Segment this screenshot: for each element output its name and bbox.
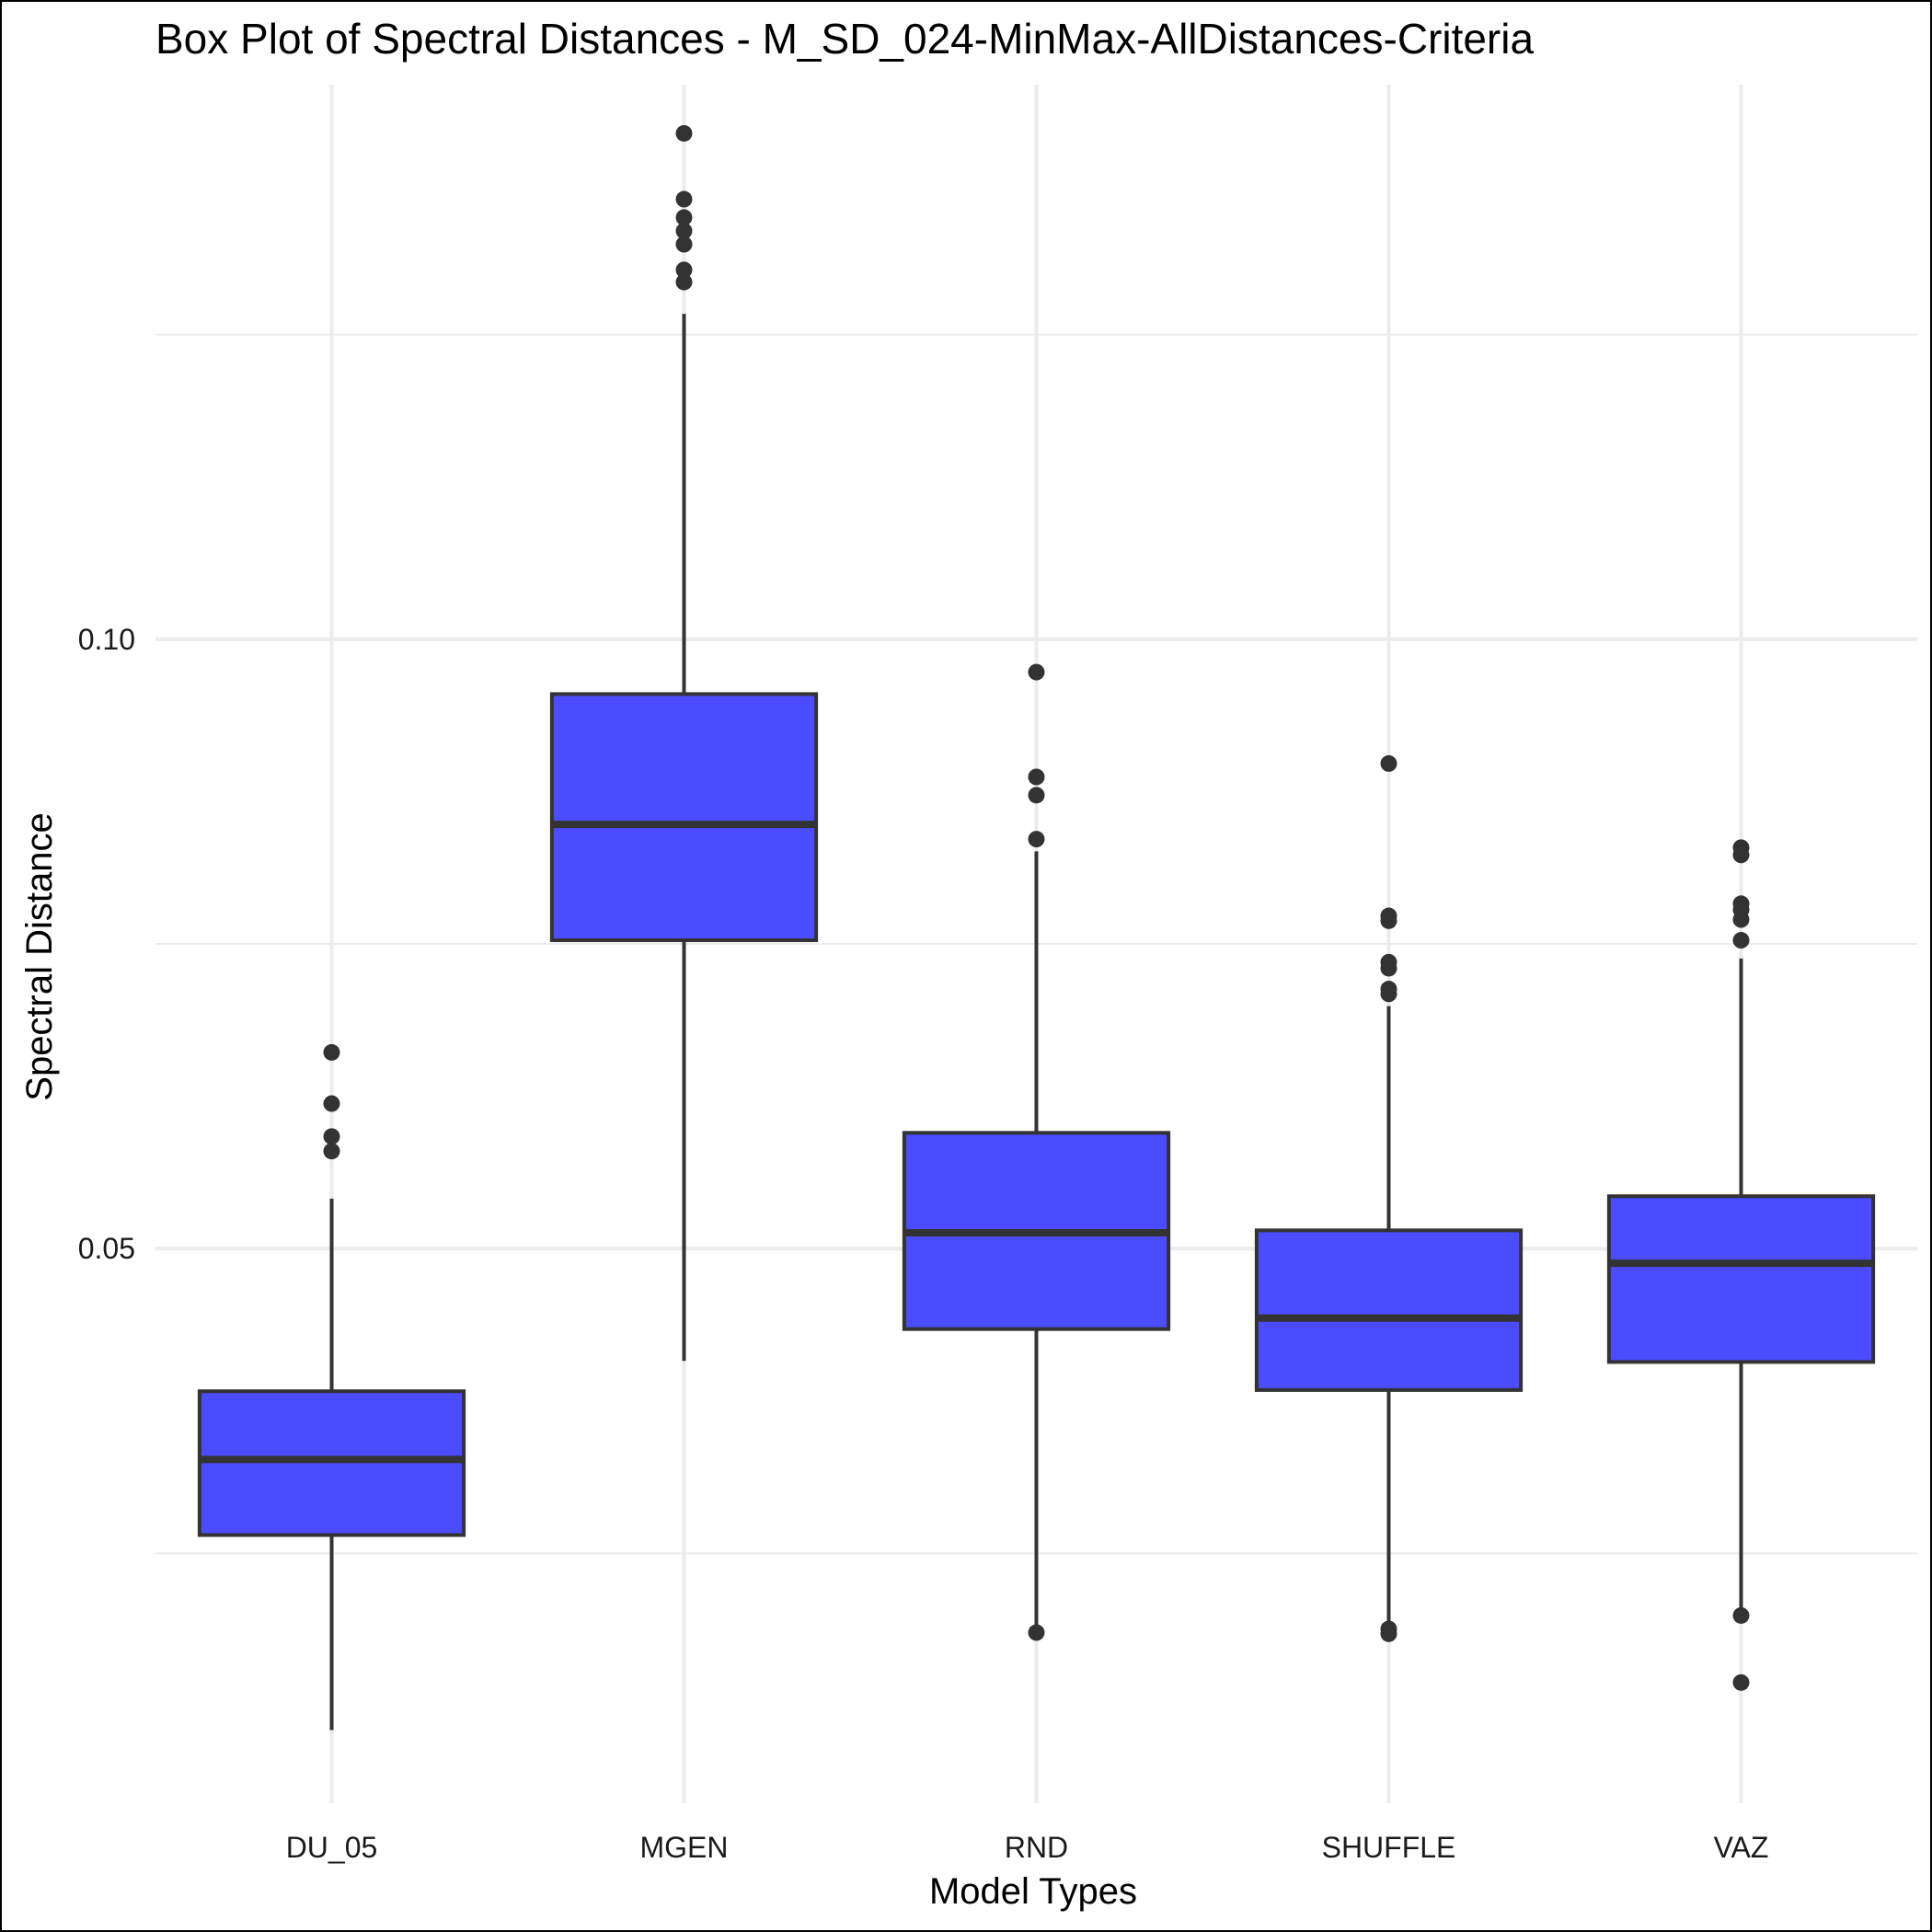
outlier-point-vaz [1732, 1606, 1750, 1624]
outlier-point-mgen [675, 222, 693, 239]
outlier-point-mgen [675, 209, 693, 226]
y-tick-label: 0.10 [78, 623, 135, 656]
x-axis-title: Model Types [929, 1871, 1137, 1912]
x-tick-label: MGEN [640, 1831, 729, 1864]
y-tick-label: 0.05 [78, 1232, 135, 1265]
x-tick-label: RND [1005, 1831, 1068, 1864]
outlier-point-vaz [1732, 846, 1750, 864]
label-layer: 0.10 0.05 DU_05 MGEN RND SHUFFLE VAZ [78, 623, 1769, 1864]
outlier-point-vaz [1732, 932, 1750, 949]
box-shuffle [1254, 1228, 1524, 1392]
outlier-point-mgen [675, 124, 693, 142]
box-layer [197, 124, 1876, 1731]
outlier-point-du-05 [323, 1128, 340, 1145]
chart-title: Box Plot of Spectral Distances - M_SD_02… [155, 15, 1534, 63]
x-tick-label: DU_05 [286, 1831, 378, 1864]
outlier-point-rnd [1028, 1624, 1045, 1641]
outlier-point-shuffle [1380, 912, 1397, 929]
outlier-point-shuffle [1380, 754, 1397, 772]
outlier-point-mgen [675, 190, 693, 208]
outlier-point-mgen [675, 236, 693, 253]
outlier-point-mgen [675, 273, 693, 291]
box-vaz [1606, 1194, 1876, 1364]
outlier-point-rnd [1028, 831, 1045, 848]
outlier-point-rnd [1028, 787, 1045, 804]
outlier-point-mgen [675, 261, 693, 279]
outlier-point-rnd [1028, 663, 1045, 681]
outlier-point-du-05 [323, 1095, 340, 1112]
outlier-point-shuffle [1380, 985, 1397, 1003]
outlier-point-vaz [1732, 1673, 1750, 1691]
x-tick-label: VAZ [1714, 1831, 1769, 1864]
outlier-point-du-05 [323, 1143, 340, 1160]
box-mgen [549, 692, 819, 943]
outlier-point-shuffle [1380, 1625, 1397, 1642]
outlier-point-shuffle [1380, 960, 1397, 977]
x-tick-label: SHUFFLE [1322, 1831, 1456, 1864]
outlier-point-vaz [1732, 911, 1750, 928]
outlier-point-du-05 [323, 1043, 340, 1061]
outlier-point-rnd [1028, 768, 1045, 786]
y-axis-title: Spectral Distance [19, 812, 60, 1100]
